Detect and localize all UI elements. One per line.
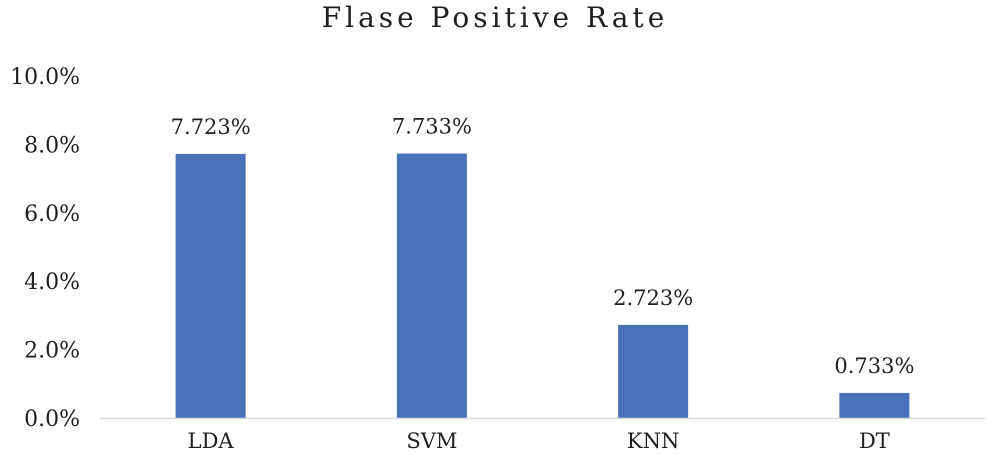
y-tick-label: 8.0% <box>24 133 80 158</box>
data-label: 2.723% <box>613 286 693 310</box>
x-tick-label: LDA <box>188 429 235 453</box>
y-tick-label: 10.0% <box>10 65 80 90</box>
y-tick-label: 6.0% <box>24 202 80 227</box>
data-labels: 7.723% 7.733% 2.723% 0.733% <box>171 115 915 378</box>
data-label: 7.733% <box>392 115 472 139</box>
y-tick-label: 2.0% <box>24 339 80 364</box>
data-label: 7.723% <box>171 115 251 139</box>
y-axis-ticks: 0.0% 2.0% 4.0% 6.0% 8.0% 10.0% <box>10 65 80 432</box>
x-tick-label: DT <box>859 429 890 453</box>
x-tick-label: KNN <box>627 429 679 453</box>
chart-title: Flase Positive Rate <box>321 1 669 34</box>
bar-dt <box>839 392 910 418</box>
bar-knn <box>618 324 689 418</box>
bar-lda <box>175 153 246 418</box>
bar-svm <box>396 153 467 418</box>
x-tick-label: SVM <box>406 429 457 453</box>
y-tick-label: 4.0% <box>24 270 80 295</box>
data-label: 0.733% <box>834 354 914 378</box>
y-tick-label: 0.0% <box>24 407 80 432</box>
bars <box>175 153 910 418</box>
x-axis-ticks: LDA SVM KNN DT <box>188 429 890 453</box>
